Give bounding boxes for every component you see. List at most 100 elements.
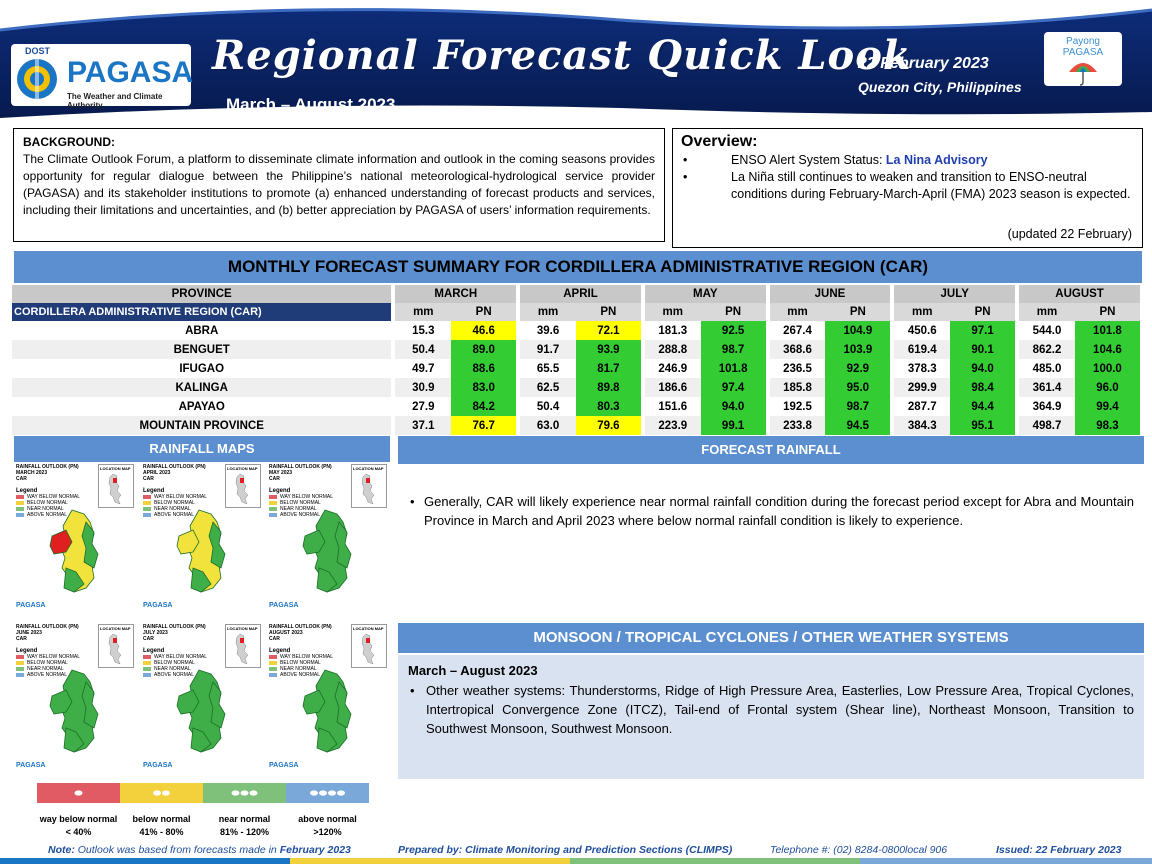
map-legend-heading: Legend: [269, 488, 291, 494]
col-gap: [391, 359, 396, 378]
map-title-month: MARCH 2023: [16, 470, 48, 476]
percent-normal: 94.0: [700, 397, 766, 416]
footer-note: Note: Outlook was based from forecasts m…: [48, 844, 351, 856]
pn-header: PN: [950, 303, 1016, 321]
rainfall-mm: 246.9: [658, 362, 688, 375]
map-legend-item: ABOVE NORMAL: [16, 512, 80, 518]
rainfall-mm: 498.7: [1019, 416, 1075, 435]
percent-normal: 98.7: [700, 340, 766, 359]
map-legend-label: NEAR NORMAL: [280, 506, 317, 512]
map-title-month: MAY 2023: [269, 470, 293, 476]
map-legend-label: ABOVE NORMAL: [280, 672, 321, 678]
col-gap: [391, 303, 396, 321]
map-title-line1: RAINFALL OUTLOOK (PN): [16, 464, 79, 470]
col-gap: [890, 303, 895, 321]
col-gap: [890, 416, 895, 435]
col-gap: [516, 416, 521, 435]
rainfall-mm: 63.0: [520, 416, 576, 435]
map-brand: PAGASA: [143, 602, 173, 609]
rainfall-mm: 39.6: [536, 324, 560, 337]
province-name: KALINGA: [12, 378, 392, 397]
map-legend-heading: Legend: [143, 488, 165, 494]
col-gap: [516, 397, 521, 416]
category-swatch: [203, 783, 286, 803]
footer: Note: Outlook was based from forecasts m…: [0, 840, 1152, 864]
map-legend-item: NEAR NORMAL: [143, 666, 207, 672]
map-legend-item: NEAR NORMAL: [16, 506, 80, 512]
map-legend-item: WAY BELOW NORMAL: [269, 654, 333, 660]
rainfall-mm: 233.8: [769, 416, 826, 435]
enso-status: La Nina Advisory: [885, 153, 988, 167]
map-brand: PAGASA: [16, 602, 46, 609]
map-title-month: APRIL 2023: [143, 470, 171, 476]
map-legend-item: ABOVE NORMAL: [269, 672, 333, 678]
percent-normal: 96.0: [1074, 378, 1140, 397]
table-row: IFUGAO 49.7 88.6 65.5 81.7 246.9 101.8 236.5 92.…: [12, 359, 1140, 378]
footer-issued: Issued: 22 February 2023: [996, 844, 1121, 856]
percent-normal: 72.1: [575, 321, 641, 340]
category-range: >120%: [313, 827, 342, 837]
footer-color-stripe: [0, 858, 1152, 864]
percent-normal: 100.0: [1074, 359, 1140, 378]
col-gap: [890, 397, 895, 416]
category-name: above normal: [298, 814, 357, 824]
rainfall-mm: 30.9: [395, 378, 452, 397]
rainfall-mm: 287.7: [907, 400, 937, 413]
table-row: MOUNTAIN PROVINCE 37.1 76.7 63.0 79.6 223.9 99…: [12, 416, 1140, 435]
rainfall-maps-title: RAINFALL MAPS: [14, 436, 390, 462]
percent-normal: 89.8: [575, 378, 641, 397]
col-gap: [640, 378, 645, 397]
col-gap: [765, 378, 770, 397]
payong-line1: Payong: [1066, 36, 1100, 47]
percent-normal: 97.4: [700, 378, 766, 397]
rainfall-mm: 361.4: [1019, 378, 1075, 397]
col-gap: [1015, 321, 1020, 340]
col-gap: [640, 359, 645, 378]
dost-label: DOST: [25, 46, 51, 56]
category-range: < 40%: [65, 827, 92, 837]
rainfall-mm: 619.4: [894, 340, 951, 359]
rainfall-mm: 192.5: [783, 400, 812, 413]
map-legend-label: BELOW NORMAL: [27, 500, 68, 506]
map-legend-item: ABOVE NORMAL: [269, 512, 333, 518]
map-legend-item: NEAR NORMAL: [269, 666, 333, 672]
percent-normal: 99.1: [700, 416, 766, 435]
location-map-inset: LOCATION MAP: [351, 464, 387, 508]
rainfall-mm: 223.9: [644, 416, 701, 435]
map-title: RAINFALL OUTLOOK (PN) AUGUST 2023 CAR: [269, 624, 332, 642]
map-title-region: CAR: [269, 636, 280, 642]
location-map-label: LOCATION MAP: [100, 626, 131, 631]
rainfall-mm: 49.7: [412, 362, 435, 375]
rainfall-map-panel: RAINFALL OUTLOOK (PN) JUNE 2023 CAR LOCATIO…: [14, 622, 136, 778]
map-legend-label: BELOW NORMAL: [280, 500, 321, 506]
overview-updated: (updated 22 February): [1007, 227, 1132, 241]
pagasa-wordmark: PAGASA: [67, 56, 194, 89]
percent-normal: 94.0: [950, 359, 1016, 378]
rainfall-mm: 378.3: [907, 362, 937, 375]
pn-header: PN: [575, 303, 641, 321]
province-name: IFUGAO: [179, 362, 225, 375]
table-row: KALINGA 30.9 83.0 62.5 89.8 186.6 97.4 185.8 95.…: [12, 378, 1140, 397]
map-legend-item: BELOW NORMAL: [143, 500, 207, 506]
map-legend-item: BELOW NORMAL: [16, 500, 80, 506]
col-gap: [1015, 397, 1020, 416]
map-legend-heading: Legend: [269, 648, 291, 654]
col-gap: [640, 303, 645, 321]
col-gap: [391, 285, 396, 303]
monsoon-period: March – August 2023: [408, 663, 538, 678]
province-header: PROVINCE: [12, 285, 392, 303]
month-header: APRIL: [520, 285, 641, 303]
map-legend-label: ABOVE NORMAL: [280, 512, 321, 518]
table-sub-header: CORDILLERA ADMINISTRATIVE REGION (CAR) mm…: [12, 303, 1140, 321]
col-gap: [765, 397, 770, 416]
pn-header: PN: [451, 303, 517, 321]
col-gap: [516, 378, 521, 397]
enso-label: ENSO Alert System Status:: [731, 153, 886, 167]
footer-note-text: Outlook was based from forecasts made in: [74, 844, 280, 856]
percent-normal: 83.0: [451, 378, 517, 397]
car-region-map: [49, 669, 99, 753]
philippines-outline-icon: [108, 473, 122, 505]
philippines-outline-icon: [235, 473, 249, 505]
map-title-line1: RAINFALL OUTLOOK (PN): [143, 464, 206, 470]
cloud-icon: [74, 790, 83, 796]
